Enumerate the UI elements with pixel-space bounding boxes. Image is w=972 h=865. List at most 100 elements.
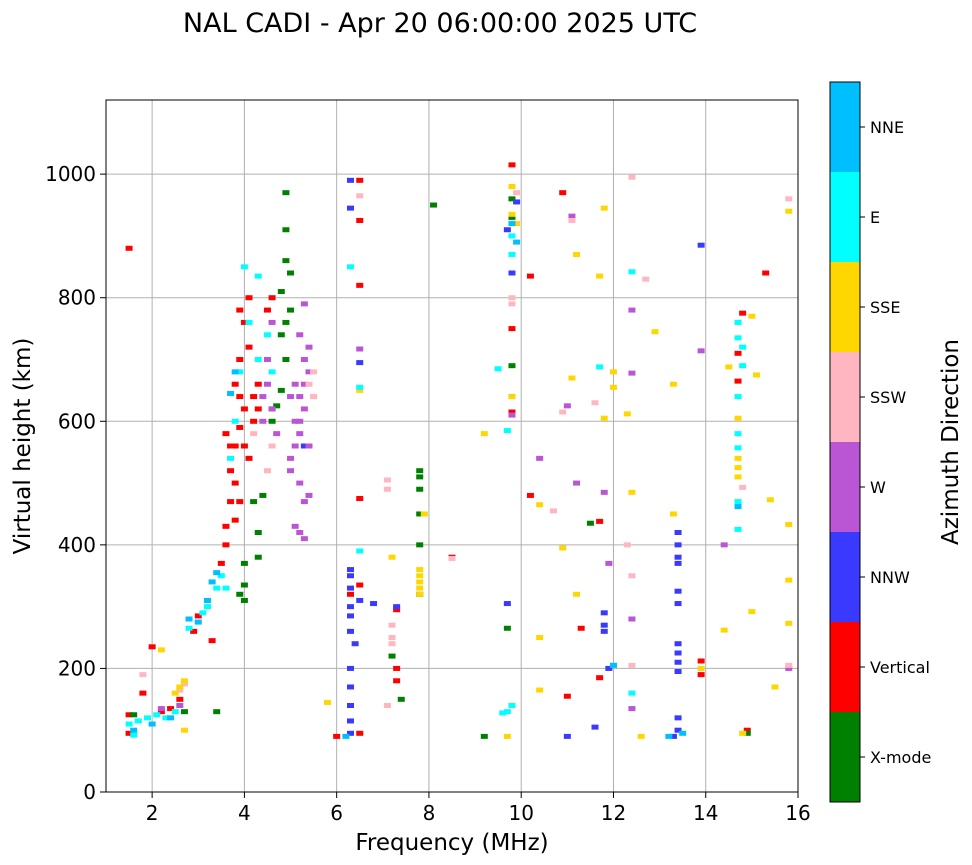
point-vertical (254, 381, 262, 387)
point-w (296, 530, 304, 535)
point-nne (231, 369, 239, 375)
point-nnw (347, 585, 355, 591)
point-vertical (356, 582, 364, 588)
point-x-mode (508, 363, 516, 369)
point-w (536, 455, 544, 461)
point-vertical (356, 177, 364, 183)
point-e (356, 384, 364, 390)
point-w (259, 418, 267, 424)
point-ssw (310, 394, 318, 400)
point-vertical (245, 295, 253, 301)
point-nnw (347, 718, 355, 724)
point-x-mode (416, 511, 424, 517)
point-e (203, 604, 211, 610)
point-vertical (508, 409, 516, 415)
point-ssw (139, 672, 147, 678)
point-x-mode (430, 202, 438, 208)
point-sse (573, 251, 581, 257)
point-sse (416, 567, 424, 573)
point-nnw (347, 613, 355, 619)
point-w (697, 348, 705, 354)
point-vertical (739, 310, 747, 316)
point-ssw (549, 508, 557, 514)
point-vertical (596, 518, 604, 524)
point-sse (739, 730, 747, 736)
point-nnw (600, 622, 608, 628)
point-e (734, 445, 742, 451)
x-tick-label: 6 (330, 801, 343, 825)
point-sse (416, 573, 424, 579)
point-vertical (231, 517, 239, 523)
point-vertical (139, 690, 147, 696)
point-sse (785, 620, 793, 626)
point-w (785, 665, 793, 671)
point-vertical (240, 319, 248, 325)
point-nnw (674, 659, 682, 665)
point-sse (748, 313, 756, 319)
point-vertical (697, 658, 705, 664)
point-vertical (157, 709, 165, 715)
point-nnw (697, 242, 705, 248)
point-nnw (674, 601, 682, 607)
point-vertical (222, 542, 230, 548)
point-x-mode (240, 560, 248, 566)
point-nne (194, 619, 202, 625)
point-w (287, 455, 295, 461)
point-nne (203, 597, 211, 603)
point-w (268, 406, 276, 412)
point-sse (503, 733, 511, 739)
point-ssw (176, 687, 184, 693)
point-e (734, 431, 742, 437)
point-nne (734, 504, 742, 510)
point-ssw (180, 681, 188, 687)
colorbar-segment (830, 622, 860, 712)
point-x-mode (287, 270, 295, 276)
point-nnw (674, 542, 682, 548)
point-w (268, 319, 276, 325)
point-nne (513, 239, 521, 245)
point-sse (480, 431, 488, 437)
point-e (734, 319, 742, 325)
point-e (153, 712, 161, 718)
point-sse (508, 184, 516, 189)
point-x-mode (282, 357, 290, 362)
x-tick-label: 16 (785, 801, 810, 825)
colorbar-segment (830, 442, 860, 532)
point-sse (420, 511, 428, 517)
x-axis-label: Frequency (MHz) (355, 830, 548, 856)
point-nnw (674, 669, 682, 675)
point-nnw (347, 684, 355, 690)
point-sse (697, 665, 705, 671)
point-vertical (356, 282, 364, 288)
point-nnw (347, 205, 355, 211)
point-vertical (393, 607, 401, 613)
x-axis: 2 4 6 8 10 12 14 16 (146, 792, 811, 825)
point-sse (180, 727, 188, 733)
point-ssw (739, 484, 747, 490)
point-w (291, 443, 299, 449)
point-e (254, 273, 262, 279)
point-ssw (305, 381, 313, 387)
point-ssw (623, 542, 631, 548)
point-ssw (785, 662, 793, 668)
point-vertical (393, 678, 401, 684)
point-sse (628, 489, 636, 495)
point-nnw (674, 727, 682, 733)
point-sse (513, 221, 521, 227)
point-sse (416, 585, 424, 591)
point-x-mode (586, 520, 594, 526)
point-nnw (605, 665, 613, 671)
point-ssw (383, 477, 391, 483)
point-vertical (508, 162, 516, 168)
colorbar-segment (830, 532, 860, 622)
point-nnw (503, 227, 511, 233)
point-w (300, 499, 308, 505)
point-nnw (393, 604, 401, 610)
colorbar-tick-label: SSW (870, 388, 906, 407)
point-vertical (167, 706, 175, 712)
colorbar-frame (829, 81, 861, 803)
grid (106, 100, 799, 793)
x-tick-label: 10 (508, 801, 533, 825)
point-sse (734, 474, 742, 480)
point-vertical (347, 591, 355, 597)
